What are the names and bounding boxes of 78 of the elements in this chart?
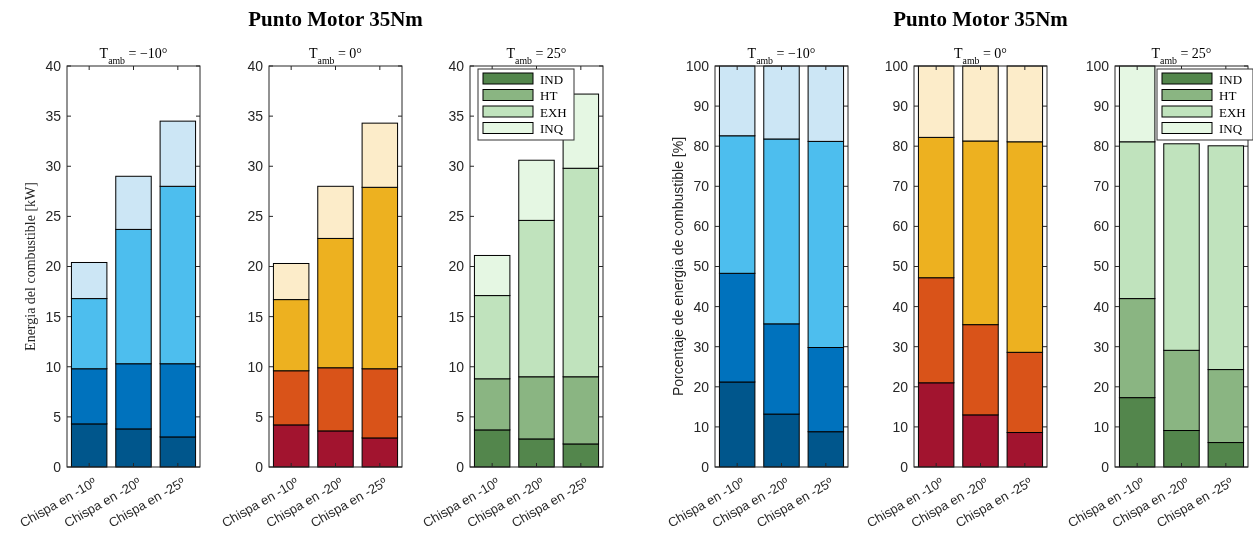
y-tick-label: 0 xyxy=(900,458,909,475)
y-tick-label: 20 xyxy=(693,378,710,395)
chart-subtitle: T$_{amb}$ = 25° xyxy=(1151,46,1212,66)
y-tick-label: 10 xyxy=(448,358,465,375)
y-tick-label: 20 xyxy=(448,258,465,275)
legend-label: INQ xyxy=(540,121,564,136)
y-tick-label: 30 xyxy=(247,158,264,175)
y-tick-label: 0 xyxy=(701,458,710,475)
y-tick-label: 60 xyxy=(693,218,710,235)
y-tick-label: 100 xyxy=(685,57,710,74)
chart-subtitle: T$_{amb}$ = 0° xyxy=(954,46,1007,66)
y-tick-label: 0 xyxy=(456,458,465,475)
y-tick-label: 40 xyxy=(892,298,909,315)
legend-label: EXH xyxy=(540,104,567,120)
chart-subtitle: T$_{amb}$ = 25° xyxy=(506,46,567,66)
y-tick-label: 5 xyxy=(53,408,62,425)
chart-subtitle: T$_{amb}$ = 0° xyxy=(309,46,362,66)
y-tick-label: 0 xyxy=(1101,458,1110,475)
y-tick-label: 70 xyxy=(892,178,909,195)
y-tick-label: 25 xyxy=(247,208,264,225)
y-tick-label: 10 xyxy=(1093,418,1110,435)
y-tick-label: 15 xyxy=(45,308,62,325)
legend-label: HT xyxy=(540,88,558,103)
y-tick-label: 10 xyxy=(693,418,710,435)
y-tick-label: 80 xyxy=(892,138,909,155)
chart-subtitle: T$_{amb}$ = −10° xyxy=(747,46,816,66)
y-tick-label: 15 xyxy=(247,308,264,325)
y-tick-label: 70 xyxy=(693,178,710,195)
y-tick-label: 20 xyxy=(247,258,264,275)
y-axis-title: Porcentaje de energia de combustible [%] xyxy=(670,136,686,397)
y-tick-label: 90 xyxy=(892,98,909,114)
y-tick-label: 50 xyxy=(693,258,710,275)
chart-title: Punto Motor 35Nm xyxy=(893,7,1069,31)
y-tick-label: 30 xyxy=(892,338,909,355)
y-tick-label: 50 xyxy=(892,258,909,275)
y-tick-label: 30 xyxy=(693,338,710,355)
y-tick-label: 40 xyxy=(1093,298,1110,315)
y-tick-label: 20 xyxy=(1093,378,1110,395)
y-tick-label: 10 xyxy=(892,418,909,435)
y-tick-label: 50 xyxy=(1093,258,1110,275)
legend-label: HT xyxy=(1219,88,1237,103)
y-tick-label: 0 xyxy=(53,458,62,475)
y-tick-label: 100 xyxy=(884,57,909,74)
chart-title: Punto Motor 35Nm xyxy=(248,7,424,31)
y-tick-label: 70 xyxy=(1093,178,1110,195)
y-tick-label: 0 xyxy=(255,458,264,475)
legend-label: INQ xyxy=(1219,121,1243,136)
y-tick-label: 90 xyxy=(693,98,710,114)
y-tick-label: 30 xyxy=(448,158,465,175)
y-tick-label: 20 xyxy=(892,378,909,395)
y-tick-label: 30 xyxy=(1093,338,1110,355)
y-tick-label: 5 xyxy=(255,408,264,425)
y-tick-label: 30 xyxy=(45,158,62,175)
y-tick-label: 80 xyxy=(1093,138,1110,155)
y-tick-label: 90 xyxy=(1093,98,1110,114)
legend-label: EXH xyxy=(1219,104,1246,120)
chart-subtitle: T$_{amb}$ = −10° xyxy=(99,46,168,66)
y-tick-label: 60 xyxy=(1093,218,1110,235)
y-tick-label: 15 xyxy=(448,308,465,325)
y-tick-label: 60 xyxy=(892,218,909,235)
y-tick-label: 40 xyxy=(693,298,710,315)
y-axis-title: Energia del combustible [kW] xyxy=(23,182,38,351)
y-tick-label: 25 xyxy=(45,208,62,225)
y-tick-label: 25 xyxy=(448,208,465,225)
y-tick-label: 35 xyxy=(45,108,62,125)
y-tick-label: 80 xyxy=(693,138,710,155)
y-tick-label: 40 xyxy=(45,57,62,74)
y-tick-label: 40 xyxy=(448,57,465,74)
legend-label: IND xyxy=(540,71,564,87)
legend-label: IND xyxy=(1219,71,1243,87)
y-tick-label: 20 xyxy=(45,258,62,275)
y-tick-label: 35 xyxy=(448,108,465,125)
y-tick-label: 35 xyxy=(247,108,264,125)
y-tick-label: 10 xyxy=(247,358,264,375)
y-tick-label: 40 xyxy=(247,57,264,74)
y-tick-label: 10 xyxy=(45,358,62,375)
y-tick-label: 5 xyxy=(456,408,465,425)
y-tick-label: 100 xyxy=(1085,57,1110,74)
